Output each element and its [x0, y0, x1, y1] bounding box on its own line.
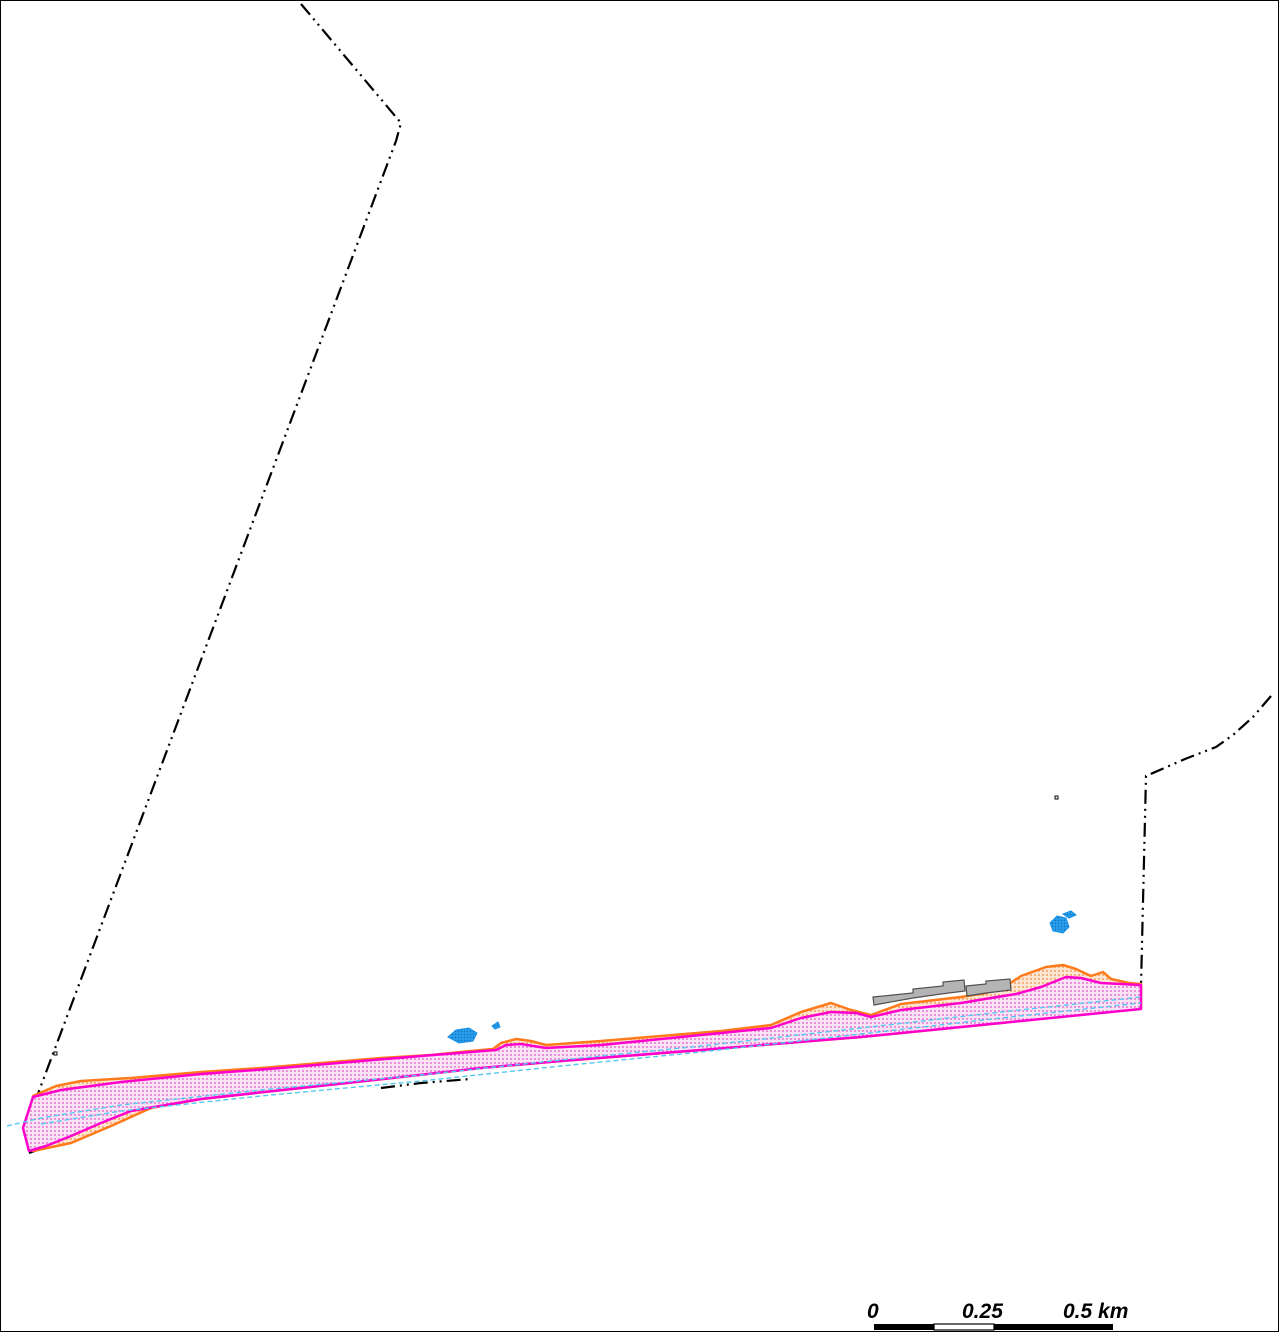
boundary-line-east	[1139, 695, 1272, 987]
watercourse-bank	[40, 1002, 1142, 1125]
water-body-center-small	[491, 1021, 501, 1030]
boundary-line-south	[380, 1077, 472, 1090]
building-row	[872, 979, 966, 1006]
flood-zone-area	[21, 975, 1143, 1153]
water-body-east	[1049, 915, 1070, 934]
watercourse-centerline	[6, 996, 1142, 1127]
water-body-center	[447, 1027, 478, 1044]
scale-label-0-5-km: 0.5 km	[1063, 1300, 1128, 1323]
building-east	[965, 978, 1012, 997]
water-bodies	[447, 910, 1077, 1044]
point-marker-east	[1054, 795, 1059, 800]
scale-bar-segment-1	[874, 1324, 934, 1330]
buildings	[872, 978, 1012, 1006]
point-marker-west	[53, 1051, 58, 1056]
point-features	[53, 795, 1059, 1056]
water-body-east-small	[1061, 910, 1077, 919]
boundary-line-west	[34, 3, 403, 1100]
scale-label-0-25: 0.25	[962, 1300, 1003, 1323]
scale-bar-segment-2	[933, 1323, 995, 1331]
scale-label-0: 0	[867, 1300, 879, 1323]
scale-bar-segment-3	[994, 1324, 1113, 1330]
scale-bar: 0 0.25 0.5 km	[867, 1300, 1128, 1331]
watercourse	[6, 996, 1142, 1127]
flood-zone	[21, 975, 1143, 1153]
